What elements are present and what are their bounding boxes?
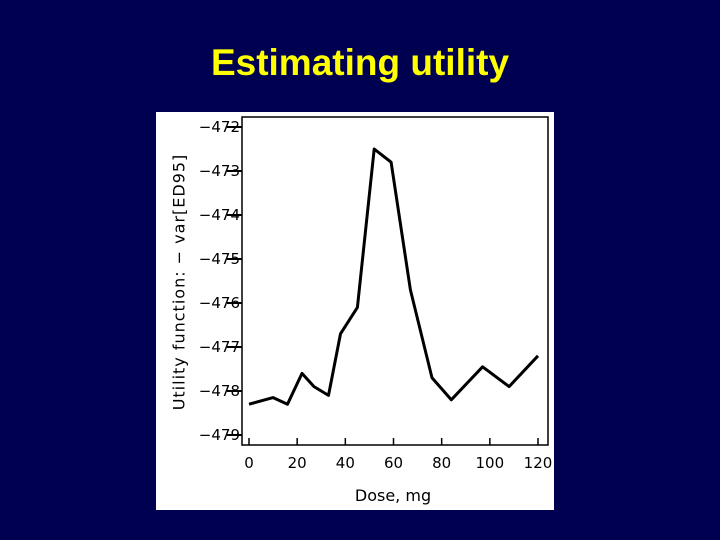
y-ticks: −472 −473 −474 −475 −476 −477 −478 −479 bbox=[199, 118, 242, 444]
y-tick-label: −476 bbox=[199, 294, 240, 312]
x-axis-title: Dose, mg bbox=[355, 486, 431, 505]
x-tick-label: 120 bbox=[524, 454, 553, 472]
y-tick-label: −477 bbox=[199, 338, 240, 356]
y-tick-label: −475 bbox=[199, 250, 240, 268]
x-tick-label: 80 bbox=[432, 454, 451, 472]
x-tick-label: 20 bbox=[288, 454, 307, 472]
line-chart: −472 −473 −474 −475 −476 −477 −478 −479 0 20 40 60… bbox=[170, 116, 552, 505]
x-ticks: 0 20 40 60 80 100 120 bbox=[244, 438, 552, 472]
x-tick-label: 0 bbox=[244, 454, 254, 472]
x-tick-label: 40 bbox=[336, 454, 355, 472]
x-tick-label: 100 bbox=[476, 454, 505, 472]
plot-frame bbox=[241, 116, 549, 446]
y-tick-label: −472 bbox=[199, 118, 240, 136]
series-line bbox=[248, 147, 540, 406]
x-tick-label: 60 bbox=[384, 454, 403, 472]
y-axis-title: Utility function: − var[ED95] bbox=[170, 154, 189, 411]
slide-title: Estimating utility bbox=[210, 42, 510, 83]
y-tick-label: −473 bbox=[199, 162, 240, 180]
y-tick-label: −474 bbox=[199, 206, 240, 224]
y-tick-label: −479 bbox=[199, 426, 240, 444]
y-tick-label: −478 bbox=[199, 382, 240, 400]
chart-panel: −472 −473 −474 −475 −476 −477 −478 −479 0 20 40 60… bbox=[156, 112, 554, 510]
